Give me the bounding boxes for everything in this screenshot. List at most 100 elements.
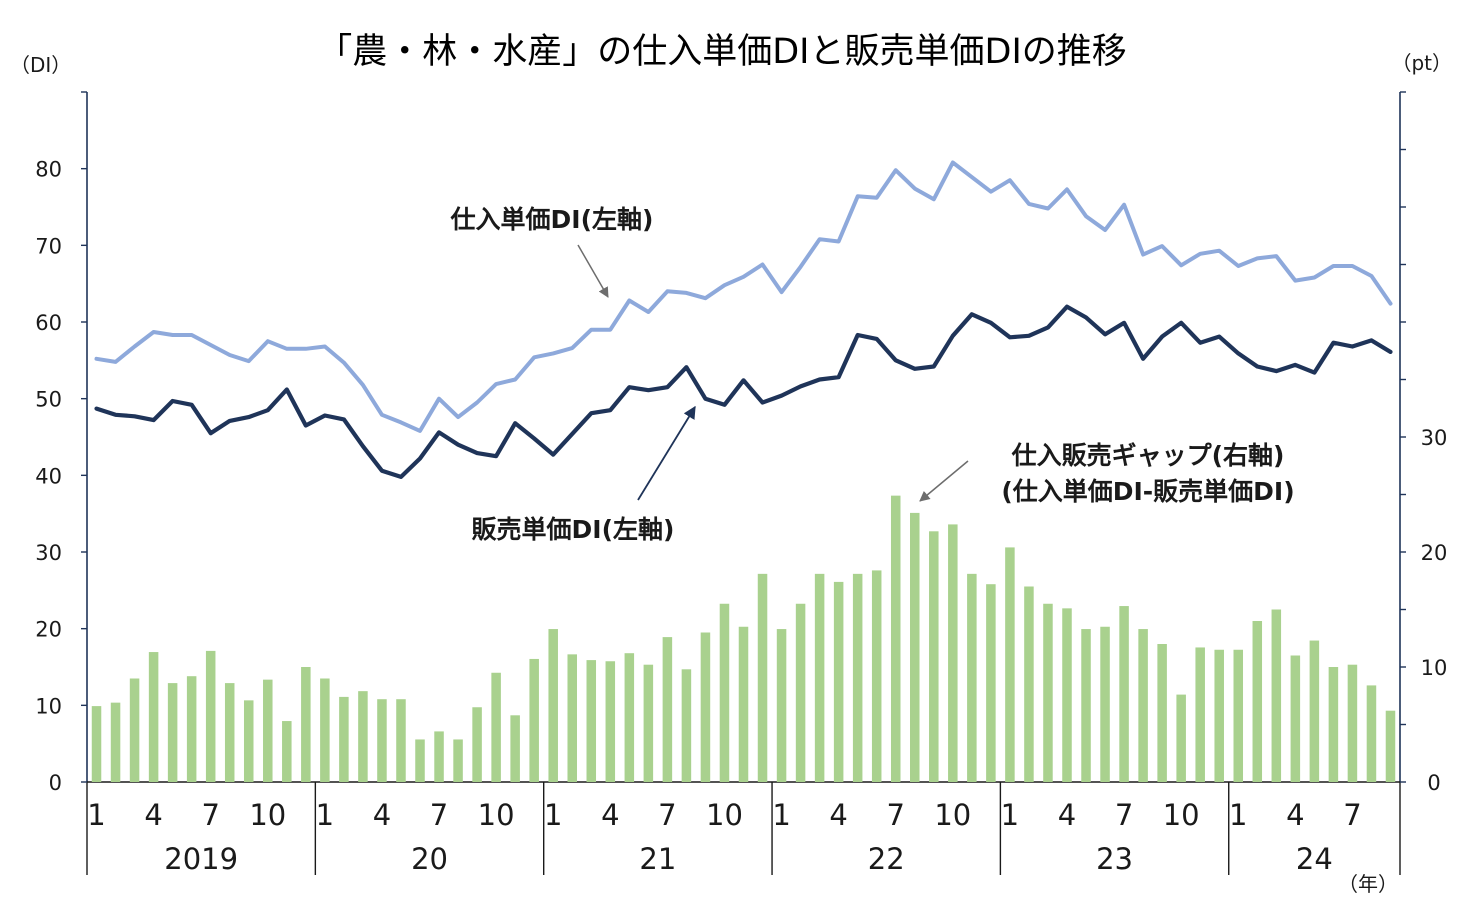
gap-bar [472, 707, 482, 782]
gap-bar [339, 696, 349, 782]
gap-bar [1252, 621, 1263, 782]
chart-title: 「農・林・水産」の仕入単価DIと販売単価DIの推移 [317, 32, 1127, 72]
annotation-gap-arrow [919, 460, 969, 502]
left-tick-label: 10 [35, 694, 62, 718]
left-tick-label: 70 [35, 234, 62, 258]
gap-bar [776, 629, 787, 782]
gap-bar [1271, 609, 1282, 782]
gap-bar [852, 573, 863, 782]
gap-bar [1385, 710, 1396, 782]
gap-bar [1138, 629, 1148, 782]
gap-bar [1195, 647, 1205, 782]
gap-bar [662, 637, 673, 782]
month-tick-label: 7 [201, 798, 219, 832]
left-tick-label: 60 [35, 311, 62, 335]
gap-bar [1347, 664, 1358, 782]
month-tick-label: 1 [1001, 798, 1019, 832]
gap-bar [929, 531, 939, 782]
left-tick-label: 50 [35, 388, 62, 412]
gap-bar [263, 679, 273, 782]
gap-bar [224, 683, 235, 782]
year-label: 24 [1296, 842, 1333, 876]
gap-bar [491, 672, 501, 782]
gap-bar [719, 603, 730, 782]
gap-bar [1062, 608, 1072, 782]
gap-bar [948, 524, 958, 782]
gap-bar [1176, 694, 1186, 782]
gap-bar [567, 654, 577, 782]
gap-bar [1157, 644, 1167, 782]
right-axis-unit: （pt） [1391, 51, 1452, 75]
gap-bar [795, 603, 806, 782]
left-tick-label: 80 [35, 158, 62, 182]
gap-bar [453, 739, 463, 782]
gap-bar [738, 626, 749, 782]
gap-bar [910, 512, 920, 782]
month-tick-label: 4 [601, 798, 619, 832]
gap-bar [624, 653, 635, 782]
month-tick-label: 4 [373, 798, 391, 832]
left-axis-unit: （DI） [10, 53, 71, 77]
month-tick-label: 1 [1229, 798, 1247, 832]
month-tick-label: 4 [829, 798, 847, 832]
gap-bar [643, 664, 654, 782]
right-tick-label: 20 [1421, 541, 1448, 565]
gap-bar [1100, 626, 1110, 782]
year-label: 20 [411, 842, 448, 876]
gap-bar [1328, 667, 1339, 782]
annotation-gap-label-line1: 仕入販売ギャップ(右軸) [1011, 441, 1285, 470]
gap-bar [681, 669, 692, 782]
month-tick-label: 10 [249, 798, 286, 832]
gap-bar [110, 702, 121, 782]
left-tick-label: 0 [49, 771, 62, 795]
annotation-sales-label: 販売単価DI(左軸) [472, 515, 675, 544]
gap-bar [1290, 655, 1301, 782]
year-label: 22 [868, 842, 905, 876]
gap-bar [1214, 649, 1224, 782]
month-tick-label: 10 [934, 798, 971, 832]
gap-bar [320, 678, 330, 782]
gap-bar [186, 676, 197, 782]
gap-bar [890, 495, 901, 782]
gap-bar [1366, 685, 1377, 782]
left-tick-label: 40 [35, 464, 62, 488]
purchase-price-line [94, 160, 1393, 433]
month-tick-label: 7 [430, 798, 448, 832]
gap-bar [529, 658, 539, 782]
gap-bar [700, 632, 711, 782]
gap-bar [1309, 640, 1320, 782]
annotation-purchase-label: 仕入単価DI(左軸) [450, 205, 654, 234]
month-tick-label: 1 [544, 798, 562, 832]
month-tick-label: 7 [887, 798, 905, 832]
month-tick-label: 4 [144, 798, 162, 832]
gap-bar [377, 699, 387, 782]
gap-bar [605, 661, 616, 782]
gap-bar [91, 706, 102, 782]
left-tick-label: 20 [35, 618, 62, 642]
gap-bar [282, 721, 292, 782]
year-label: 21 [639, 842, 676, 876]
gap-bar [243, 700, 254, 782]
gap-bar [833, 581, 844, 782]
gap-bar [548, 629, 558, 782]
month-tick-label: 10 [478, 798, 515, 832]
month-tick-label: 10 [1163, 798, 1200, 832]
right-tick-label: 30 [1421, 426, 1448, 450]
gap-bar [871, 570, 882, 782]
gap-bar [148, 652, 159, 782]
month-tick-label: 4 [1286, 798, 1304, 832]
month-tick-label: 7 [1115, 798, 1133, 832]
annotation-purchase-arrow [577, 244, 609, 298]
gap-bar [129, 678, 140, 782]
gap-bar [986, 584, 996, 782]
gap-bar [967, 573, 977, 782]
gap-bar [814, 573, 825, 782]
left-tick-label: 30 [35, 541, 62, 565]
gap-bar [205, 650, 216, 782]
year-label: 23 [1096, 842, 1133, 876]
year-unit: （年） [1338, 872, 1398, 896]
month-tick-label: 7 [658, 798, 676, 832]
gap-bar [757, 573, 768, 782]
gap-bar [1233, 649, 1244, 782]
